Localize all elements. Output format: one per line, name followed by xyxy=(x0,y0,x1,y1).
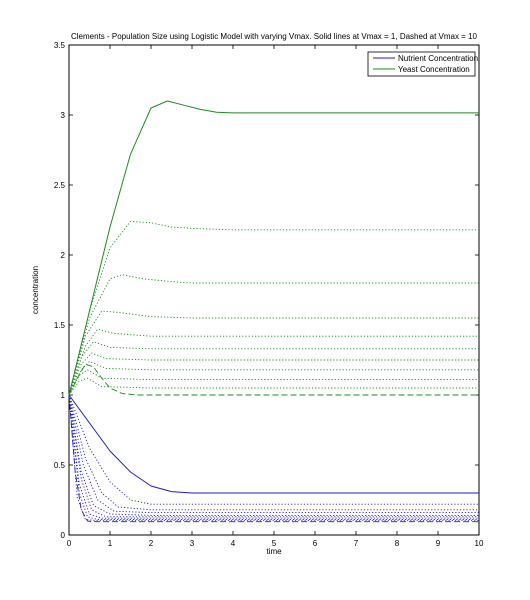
x-tick-label: 6 xyxy=(313,539,318,548)
y-tick-label: 0.5 xyxy=(54,461,66,470)
nutrient-dashed-line-20 xyxy=(68,394,479,523)
axis-ticks: 0 1 2 3 4 5 6 7 8 9 10 0 0.5 1 1.5 2 2.5 3 3.5 xyxy=(54,41,484,548)
x-tick-label: 3 xyxy=(190,539,195,548)
x-tick-label: 0 xyxy=(67,539,72,548)
y-tick-label: 1.5 xyxy=(54,321,66,330)
yeast-dotted-line-1 xyxy=(68,220,479,396)
nutrient-dotted-line-16 xyxy=(68,394,479,518)
series-layer xyxy=(68,100,479,523)
yeast-dotted-line-6 xyxy=(68,352,479,396)
x-tick-label: 10 xyxy=(475,539,484,548)
chart-title: Clements - Population Size using Logisti… xyxy=(71,32,478,41)
y-tick-label: 2.5 xyxy=(54,181,66,190)
nutrient-dotted-line-19 xyxy=(68,394,479,521)
x-tick-label: 2 xyxy=(149,539,154,548)
x-tick-label: 4 xyxy=(231,539,236,548)
x-tick-label: 8 xyxy=(395,539,400,548)
yeast-dotted-line-4 xyxy=(68,328,479,396)
x-tick-label: 1 xyxy=(108,539,113,548)
y-tick-label: 1 xyxy=(61,391,66,400)
y-axis-label: concentration xyxy=(31,266,40,314)
yeast-dashed-line-10 xyxy=(68,363,479,396)
y-tick-label: 0 xyxy=(61,531,66,540)
legend-box xyxy=(367,51,476,77)
x-tick-label: 7 xyxy=(354,539,359,548)
plot-area xyxy=(68,44,480,536)
nutrient-dotted-line-12 xyxy=(68,394,479,505)
x-axis-label: time xyxy=(266,547,282,556)
legend: Nutrient Concentration Yeast Concentrati… xyxy=(367,51,478,77)
y-tick-label: 3.5 xyxy=(54,41,66,50)
legend-label-nutrient: Nutrient Concentration xyxy=(398,54,478,63)
legend-label-yeast: Yeast Concentration xyxy=(398,65,470,74)
nutrient-dotted-line-15 xyxy=(68,394,479,516)
yeast-solid-line-0 xyxy=(68,100,479,396)
yeast-dotted-line-3 xyxy=(68,310,479,396)
y-tick-label: 3 xyxy=(61,111,66,120)
yeast-dotted-line-5 xyxy=(68,341,479,396)
nutrient-dotted-line-18 xyxy=(68,394,479,521)
yeast-dotted-line-2 xyxy=(68,274,479,396)
x-tick-label: 5 xyxy=(272,539,277,548)
x-tick-label: 9 xyxy=(436,539,441,548)
y-tick-label: 2 xyxy=(61,251,66,260)
nutrient-dotted-line-14 xyxy=(68,394,479,514)
nutrient-solid-line-11 xyxy=(68,394,479,494)
